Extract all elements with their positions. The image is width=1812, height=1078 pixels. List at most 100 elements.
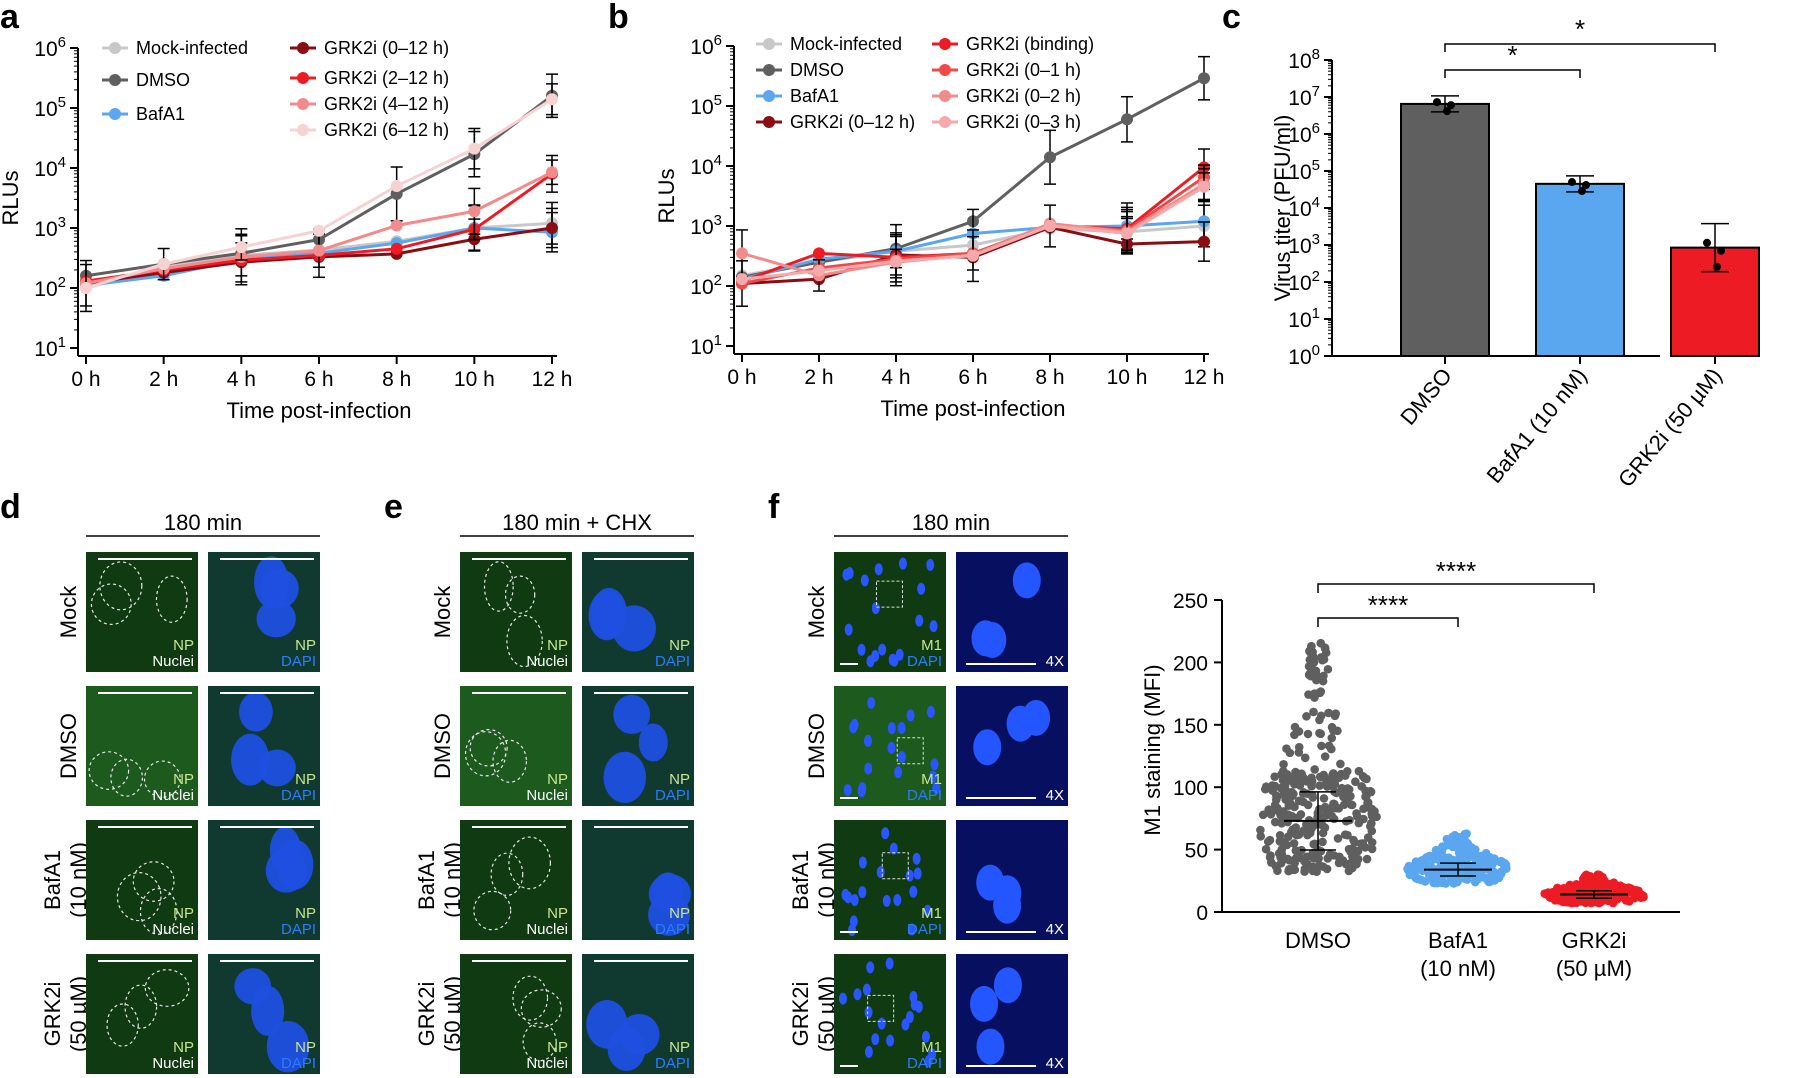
nucleus [970,985,999,1022]
legend-label: Mock-infected [790,34,902,54]
nucleus [894,766,903,779]
y-tick-label: 150 [1173,715,1208,738]
nucleus-outline [110,758,143,797]
nucleus [588,590,625,641]
legend-label: GRK2i (binding) [966,34,1094,54]
scatter-point [1303,729,1313,739]
scatter-point [1461,846,1471,855]
scatter-point [1336,759,1345,769]
micrograph-header: 180 min [164,510,242,535]
row-label: GRK2i(50 µM) [40,976,91,1052]
scatter-point [1291,823,1301,832]
panel-letter-d: d [0,488,21,526]
scatter-point [1316,653,1326,662]
legend-marker [763,90,775,102]
legend-marker [939,64,951,76]
legend-marker [763,38,775,50]
scatter-point [1581,885,1590,894]
nucleus-outline [124,984,158,1029]
channel-label-dapi: DAPI [907,787,942,804]
nucleus [276,839,314,890]
nucleus-outline [106,1003,139,1047]
scatter-point [1431,845,1441,855]
chart-c: 100 101 102 103 104 105 106 107 108 Virus titer (… [1270,14,1760,492]
replicate-dot [1568,178,1576,187]
scatter-point [1499,860,1509,870]
nucleus-outline [492,739,527,783]
nucleus [850,718,859,731]
channel-label-np: NP [173,905,194,922]
scatter-point [1349,835,1358,845]
y-axis-title: RLUs [0,170,23,225]
channel-label-np: NP [173,637,194,654]
scatter-point [1438,843,1447,853]
channel-label-np: NP [295,1039,316,1056]
scatter-point [1353,846,1363,856]
data-point [813,247,825,260]
nucleus [259,568,299,609]
nucleus [239,692,273,732]
scatter-point [1303,830,1312,840]
nucleus [844,891,853,904]
replicate-dot [1713,262,1721,271]
nucleus [888,653,897,666]
channel-label-dapi: DAPI [907,1055,942,1072]
scatter-point [1297,769,1306,779]
row-label: Mock [430,585,455,639]
row-label: BafA1(10 nM) [40,842,91,918]
x-tick-label: 8 h [1035,366,1064,389]
legend-marker [939,90,951,102]
data-point [1044,151,1056,164]
nucleus-outline [90,583,132,625]
data-point [313,244,325,257]
channel-label-m1: M1 [921,771,942,788]
nucleus [844,623,853,636]
y-tick-label: 103 [1288,231,1320,258]
scatter-point [1310,765,1319,774]
y-tick-label: 107 [1288,83,1320,110]
nucleus-outline [522,1022,557,1062]
micrograph-header: 180 min [912,510,990,535]
scatter-point [1294,742,1304,752]
scatter-point [1540,889,1549,898]
micrograph-image [956,552,1068,672]
channel-label-np: NP [547,1039,568,1056]
scatter-point [1316,711,1326,721]
nucleus [864,1006,873,1019]
nucleus [256,600,296,638]
scatter-point [1256,832,1265,841]
data-point [390,219,403,232]
legend-marker [297,72,309,84]
legend-marker [939,116,951,128]
legend-marker [109,108,121,120]
nucleus-outline [504,575,536,614]
micrographs-e: 180 min + CHXMockNPNucleiNPDAPIDMSONPNuc… [414,510,694,1074]
nucleus [842,568,851,581]
channel-label-np: NP [173,1039,194,1056]
legend-marker [109,74,121,86]
scatter-point [1353,854,1363,864]
scatter-point [1363,798,1372,808]
scatter-point [1485,874,1495,884]
channel-label-dapi: DAPI [655,1055,690,1072]
scatter-point [1277,819,1286,828]
scatter-point [1265,835,1275,845]
y-tick-label: 200 [1173,652,1208,675]
row-label: DMSO [804,713,829,779]
nucleus [858,856,867,869]
micrograph-image [460,954,572,1074]
scatter-point [1344,785,1354,794]
scatter-point [1633,886,1643,896]
scatter-point [1595,870,1604,880]
channel-label-nuclei: Nuclei [152,787,194,804]
nucleus [843,784,852,797]
nucleus-outline [116,872,162,922]
x-tick-label: 2 h [149,368,178,391]
scatter-point [1357,782,1366,791]
y-tick-label: 102 [1288,268,1320,295]
channel-label-nuclei: Nuclei [152,921,194,938]
nucleus [923,904,932,917]
nucleus [930,758,939,771]
channel-label-dapi: DAPI [281,653,316,670]
replicate-dot [1578,187,1586,196]
